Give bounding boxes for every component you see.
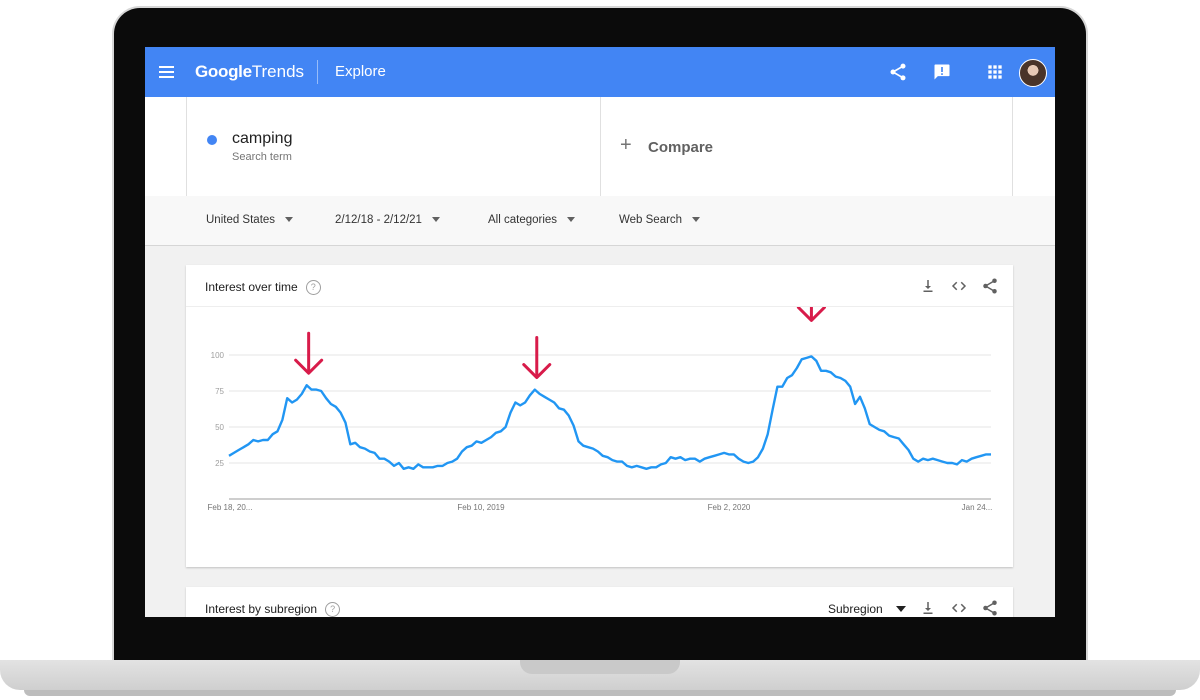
interest-over-time-card: Interest over time? 25 50 75 100 Feb 18, 20… bbox=[186, 265, 1013, 567]
subregion-dropdown[interactable]: Subregion bbox=[828, 602, 883, 616]
laptop-notch bbox=[520, 660, 680, 674]
y-tick-label: 75 bbox=[215, 387, 224, 396]
card-title: Interest by subregion? bbox=[205, 602, 341, 617]
card-divider bbox=[186, 306, 1013, 307]
interest-over-time-title: Interest over time bbox=[205, 280, 298, 294]
x-tick-label: Feb 18, 20... bbox=[208, 503, 253, 512]
y-tick-label: 25 bbox=[215, 459, 224, 468]
region-dropdown[interactable]: United States bbox=[206, 214, 294, 226]
feedback-icon[interactable] bbox=[932, 62, 952, 82]
help-icon[interactable]: ? bbox=[325, 602, 341, 617]
embed-icon[interactable] bbox=[950, 599, 968, 617]
chevron-down-icon bbox=[431, 217, 440, 223]
search-type-dropdown[interactable]: Web Search bbox=[619, 214, 701, 226]
chevron-down-icon[interactable] bbox=[896, 606, 906, 612]
arrow-peak-2020 bbox=[796, 307, 826, 322]
search-term-card[interactable]: camping Search term bbox=[186, 97, 601, 196]
app-header: GoogleTrends Explore bbox=[145, 47, 1055, 97]
share-icon[interactable] bbox=[981, 277, 999, 295]
logo-trends-text: Trends bbox=[251, 62, 305, 81]
y-tick-label: 100 bbox=[211, 351, 225, 360]
share-icon[interactable] bbox=[888, 62, 908, 82]
date-range-label: 2/12/18 - 2/12/21 bbox=[335, 214, 422, 226]
laptop-shadow bbox=[24, 690, 1176, 696]
x-tick-label: Feb 10, 2019 bbox=[457, 503, 505, 512]
category-label: All categories bbox=[488, 214, 558, 226]
share-icon[interactable] bbox=[981, 599, 999, 617]
chevron-down-icon bbox=[567, 217, 576, 223]
y-tick-label: 50 bbox=[215, 423, 224, 432]
series-line-camping bbox=[228, 355, 991, 470]
arrow-peak-2019 bbox=[522, 336, 552, 380]
search-term-name[interactable]: camping bbox=[232, 130, 293, 147]
embed-icon[interactable] bbox=[950, 277, 968, 295]
search-type-label: Web Search bbox=[619, 214, 683, 226]
header-divider bbox=[317, 60, 318, 84]
google-trends-logo[interactable]: GoogleTrends bbox=[195, 62, 304, 82]
chevron-down-icon bbox=[285, 217, 294, 223]
plus-icon: + bbox=[620, 134, 632, 156]
x-tick-label: Jan 24... bbox=[962, 503, 993, 512]
filter-bar: United States 2/12/18 - 2/12/21 All cate… bbox=[145, 196, 1055, 246]
help-icon[interactable]: ? bbox=[305, 280, 321, 296]
compare-card[interactable]: + Compare bbox=[600, 97, 1013, 196]
interest-by-subregion-title: Interest by subregion bbox=[205, 602, 318, 616]
download-icon[interactable] bbox=[919, 599, 937, 617]
search-term-type: Search term bbox=[232, 151, 292, 163]
screen: GoogleTrends Explore camping Search term bbox=[145, 47, 1055, 617]
download-icon[interactable] bbox=[919, 277, 937, 295]
interest-by-subregion-card: Interest by subregion? Subregion bbox=[186, 587, 1013, 617]
interest-over-time-chart: 25 50 75 100 Feb 18, 20... Feb 10, 2019 Feb 2… bbox=[208, 307, 993, 512]
search-terms-panel: camping Search term + Compare bbox=[145, 97, 1055, 196]
term-color-dot bbox=[207, 135, 217, 145]
category-dropdown[interactable]: All categories bbox=[488, 214, 576, 226]
x-tick-label: Feb 2, 2020 bbox=[708, 503, 751, 512]
logo-google-text: Google bbox=[195, 62, 252, 81]
region-label: United States bbox=[206, 214, 276, 226]
arrow-peak-2018 bbox=[294, 331, 324, 375]
card-title: Interest over time? bbox=[205, 280, 321, 296]
avatar[interactable] bbox=[1019, 59, 1047, 87]
chevron-down-icon bbox=[692, 217, 701, 223]
apps-icon[interactable] bbox=[985, 62, 1005, 82]
page-title: Explore bbox=[335, 63, 386, 80]
compare-label: Compare bbox=[648, 139, 714, 156]
menu-icon[interactable] bbox=[159, 66, 174, 78]
date-range-dropdown[interactable]: 2/12/18 - 2/12/21 bbox=[335, 214, 440, 226]
